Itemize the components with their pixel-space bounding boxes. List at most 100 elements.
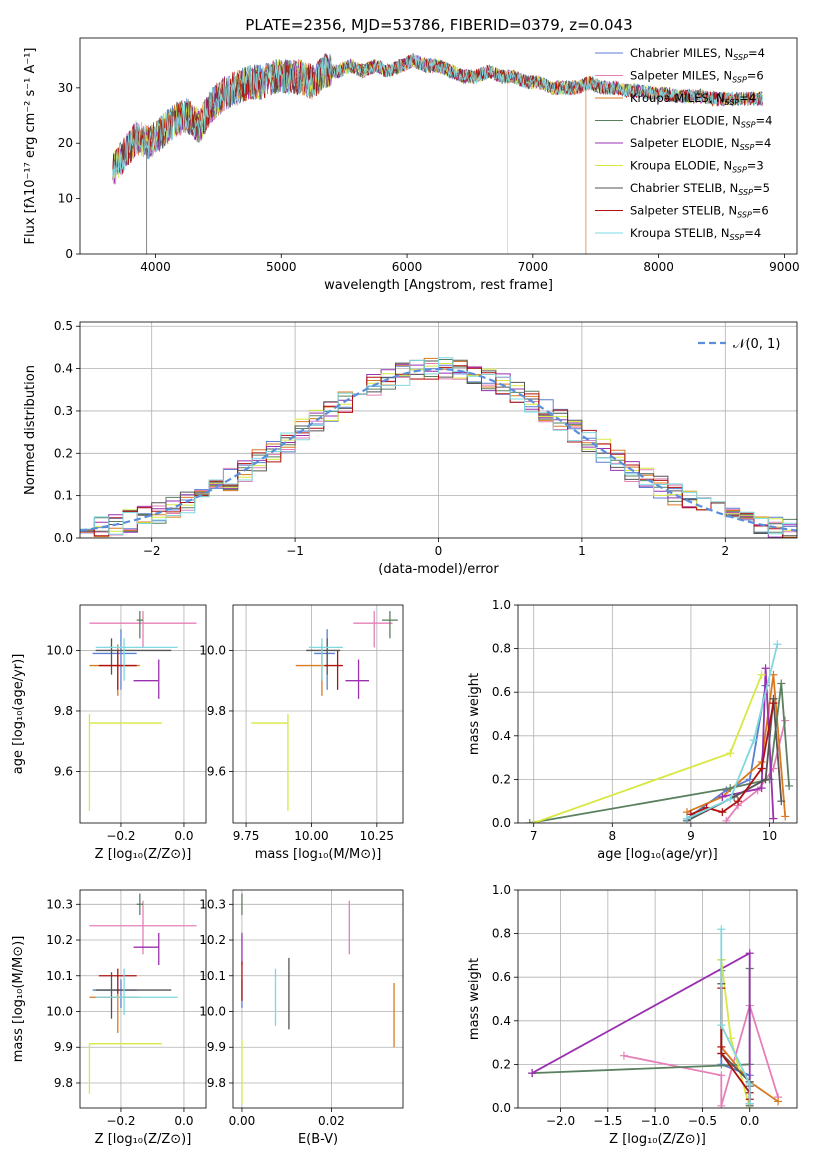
weight-marker [761, 775, 770, 784]
weight-marker [777, 679, 786, 688]
x-tick-label: −1.0 [641, 1114, 670, 1128]
y-tick-label: 9.8 [207, 1076, 226, 1090]
axes-frame [79, 604, 207, 824]
y-tick-label: 9.6 [54, 765, 73, 779]
y-axis-label: mass weight [467, 958, 482, 1040]
panel-mass-weight-vs-Z: −2.0 −1.5 −1.0 −0.5 0.0 0.0 0.2 0.4 0.6 0.8 1.0 Z [… [467, 883, 798, 1147]
x-tick-label: 0 [435, 544, 443, 558]
weight-marker [528, 1069, 537, 1078]
x-tick-label: −0.2 [106, 1114, 135, 1128]
figure-title: PLATE=2356, MJD=53786, FIBERID=0379, z=0… [245, 16, 632, 34]
axes-frame [232, 889, 404, 1109]
x-tick-label: 0.0 [740, 1114, 759, 1128]
y-tick-label: 10.2 [199, 933, 226, 947]
x-tick-label: 6000 [392, 260, 423, 274]
weight-marker [717, 1049, 726, 1058]
y-tick-label: 10.0 [46, 1005, 73, 1019]
x-tick-label: 4000 [140, 260, 171, 274]
legend-entry: Kroupa STELIB, NSSP=4 [630, 226, 761, 242]
panel-age-vs-Z: −0.2 0.0 9.6 9.8 10.0 Z [log₁₀(Z/Z⊙)] age [log… [11, 604, 207, 862]
weight-marker [761, 664, 770, 673]
weight-marker [773, 640, 782, 649]
x-tick-label: 8 [608, 829, 616, 843]
gaussian-reference-curve [80, 367, 797, 532]
y-tick-label: 0.2 [54, 446, 73, 460]
y-tick-label: 30 [58, 81, 73, 95]
weight-line-salpeter-stelib [690, 702, 775, 816]
x-tick-label: 8000 [643, 260, 674, 274]
weight-marker [749, 736, 758, 745]
weight-marker [785, 781, 794, 790]
x-tick-label: 10.00 [294, 829, 328, 843]
y-tick-label: 0.2 [492, 1057, 511, 1071]
x-tick-label: −2.0 [546, 1114, 575, 1128]
weight-line-kroupa-stelib [720, 929, 751, 1104]
x-tick-label: −0.2 [106, 829, 135, 843]
axes-frame [79, 889, 207, 1109]
weight-marker [757, 670, 766, 679]
weight-marker [726, 784, 735, 793]
weight-marker [769, 699, 778, 708]
weight-marker [525, 819, 534, 823]
weight-marker [619, 1051, 628, 1060]
y-axis-label: mass [log₁₀(M/M⊙)] [11, 936, 26, 1063]
y-tick-label: 0.6 [492, 970, 511, 984]
legend-gaussian-label: 𝒩(0, 1) [733, 337, 780, 352]
plot-area-spectrum [112, 52, 763, 254]
x-tick-label: 5000 [266, 260, 297, 274]
y-tick-label: 10.3 [46, 897, 73, 911]
y-tick-label: 0.8 [492, 642, 511, 656]
weight-marker [722, 816, 731, 823]
y-tick-label: 10.3 [199, 897, 226, 911]
y-tick-label: 0.1 [54, 489, 73, 503]
weight-line-salpeter-elodie [531, 951, 751, 1104]
x-tick-label: −1.5 [593, 1114, 622, 1128]
weight-marker [718, 792, 727, 801]
y-tick-label: 10.0 [199, 643, 226, 657]
weight-marker [781, 812, 790, 821]
x-tick-label: 7000 [518, 260, 549, 274]
weight-marker [745, 775, 754, 784]
axes-frame [517, 604, 798, 824]
x-axis-label: E(B-V) [298, 1132, 338, 1147]
y-tick-label: 10.0 [199, 1005, 226, 1019]
weight-marker [529, 819, 538, 823]
y-tick-label: 0.4 [54, 362, 73, 376]
weight-marker [717, 925, 726, 934]
weight-marker [682, 814, 691, 823]
y-tick-label: 0.0 [54, 531, 73, 545]
x-tick-label: 9.75 [233, 829, 260, 843]
y-tick-label: 10 [58, 192, 73, 206]
weight-line-salpeter-stelib [720, 988, 751, 1100]
weight-marker [745, 1080, 754, 1089]
plot-area-mass-vs-ebv [233, 890, 403, 1108]
spectrum-line-kroupa-elodie [112, 54, 763, 254]
panel-residuals: −2 −1 0 1 2 0.0 0.1 0.2 0.3 0.4 0.5 (data-model)/er… [23, 319, 798, 577]
axes-frame [517, 889, 798, 1109]
y-tick-label: 9.8 [207, 704, 226, 718]
x-tick-label: −1 [286, 544, 304, 558]
x-axis-label: mass [log₁₀(M/M⊙)] [255, 847, 382, 862]
weight-marker [717, 1060, 726, 1069]
weight-marker [769, 814, 778, 823]
panel-mass-vs-Z: −0.2 0.0 9.8 9.9 10.0 10.1 10.2 10.3 Z [log₁₀(Z/… [11, 889, 207, 1147]
y-tick-label: 10.1 [199, 969, 226, 983]
y-tick-label: 0.0 [492, 816, 511, 830]
axes-frame [79, 321, 798, 539]
x-axis-label: (data-model)/error [378, 562, 499, 577]
weight-marker [777, 797, 786, 806]
weight-marker [745, 1099, 754, 1108]
legend-entry: Salpeter STELIB, NSSP=6 [630, 204, 769, 220]
weight-marker [717, 1071, 726, 1080]
panel-spectrum: 4000 5000 6000 7000 8000 9000 0 10 20 30 wavelengt… [23, 37, 800, 293]
x-axis-label: Z [log₁₀(Z/Z⊙)] [95, 1132, 192, 1147]
legend-entry: Kroupa MILES, NSSP=4 [630, 91, 756, 107]
legend-entry: Salpeter ELODIE, NSSP=4 [630, 136, 771, 152]
panel-age-vs-mass: 9.75 10.00 10.25 9.6 9.8 10.0 mass [log₁₀(M/M⊙… [199, 604, 404, 862]
y-tick-label: 0 [65, 247, 73, 261]
x-tick-label: 9 [687, 829, 695, 843]
weight-marker [726, 749, 735, 758]
weight-line-kroupa-stelib [686, 643, 779, 820]
y-tick-label: 0.8 [492, 927, 511, 941]
axes-frame [232, 604, 404, 824]
